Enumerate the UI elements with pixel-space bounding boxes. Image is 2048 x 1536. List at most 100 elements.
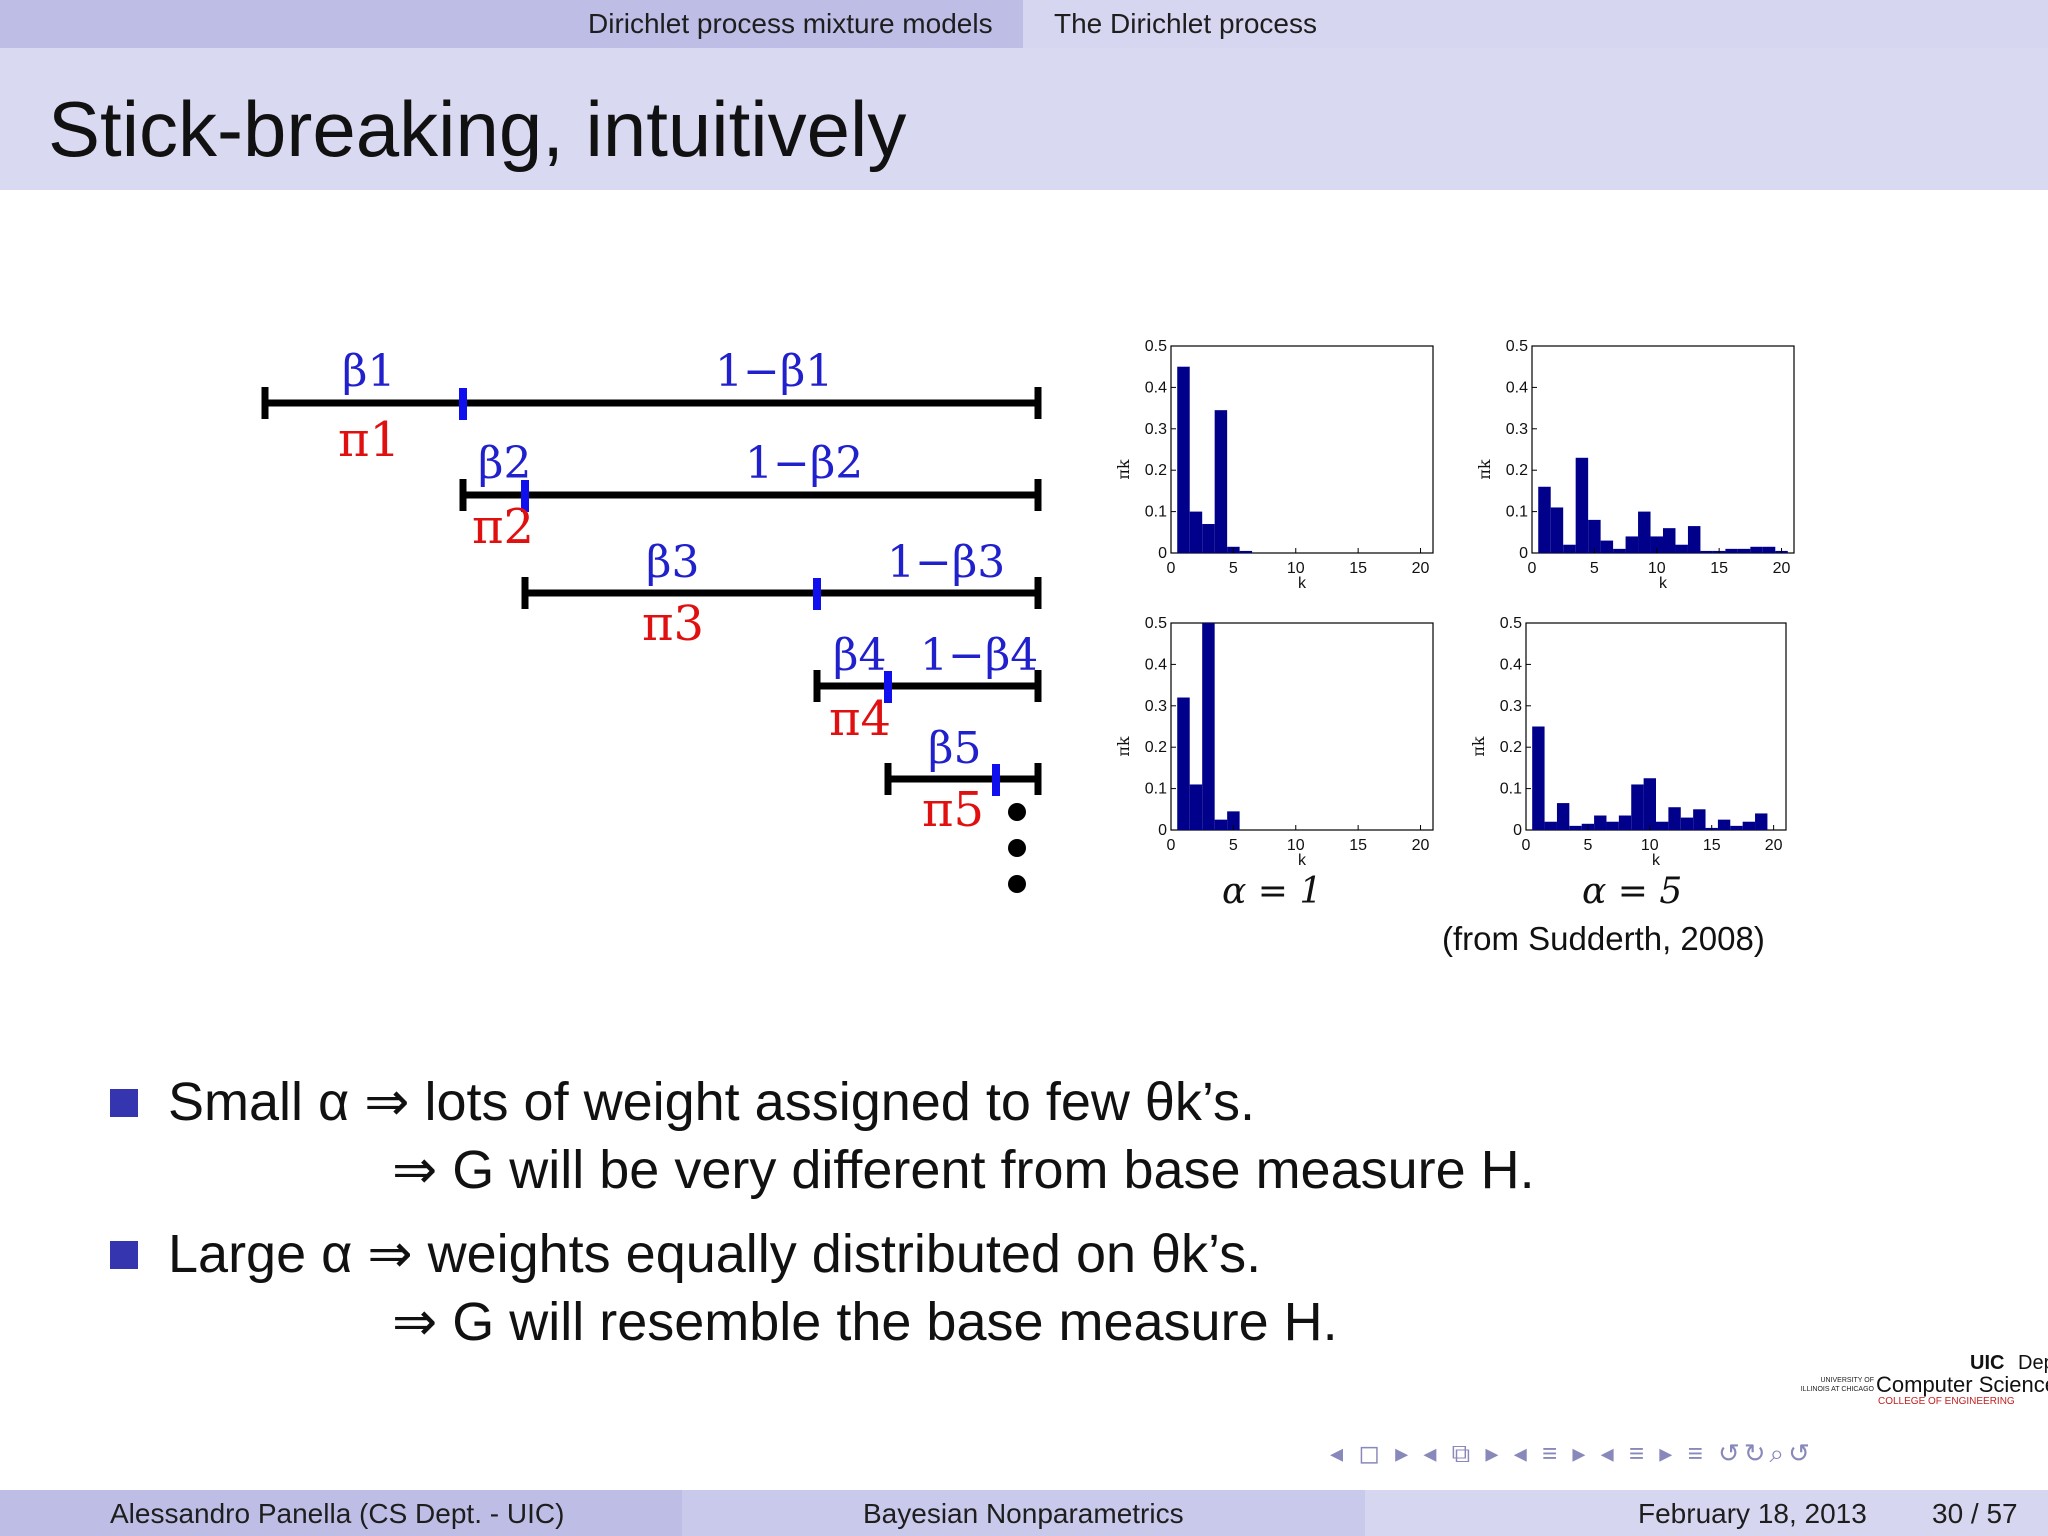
bar [1693, 809, 1706, 830]
bar [1725, 548, 1738, 553]
footer-author: Alessandro Panella (CS Dept. - UIC) [110, 1498, 565, 1529]
x-tick-label: 20 [1765, 837, 1783, 854]
bar [1177, 697, 1190, 830]
chart-panel: 0 0.1 0.2 0.3 0.4 0.5 0 5 10 15 20 k πk [1114, 615, 1434, 869]
x-tick-label: 15 [1349, 837, 1367, 854]
beamer-navigation-icons[interactable]: ◂ ◻ ▸ ◂ ⧉ ▸ ◂ ≡ ▸ ◂ ≡ ▸ ≡ ↺↻⌕↺ [1330, 1438, 1814, 1468]
nav-bar: Dirichlet process mixture models The Dir… [0, 0, 2048, 48]
bar [1750, 546, 1763, 553]
bar [1755, 813, 1768, 830]
bar [1656, 821, 1669, 830]
caption-alpha-5: α = 5 [1582, 871, 1682, 912]
bar [1239, 550, 1253, 553]
y-tick-label: 0 [1513, 822, 1522, 839]
bullet-marker [110, 1089, 138, 1117]
slide-title: Stick-breaking, intuitively [48, 85, 907, 173]
bar [1663, 528, 1676, 553]
chart-captions: α = 1 α = 5 [1222, 871, 1682, 912]
bar [1668, 807, 1681, 830]
y-tick-label: 0.1 [1145, 504, 1167, 521]
y-axis-label: πk [1114, 459, 1133, 480]
chart-panel: 0 0.1 0.2 0.3 0.4 0.5 0 5 10 15 20 k πk [1469, 615, 1787, 869]
plot-frame [1531, 345, 1795, 554]
x-tick-label: 20 [1773, 560, 1791, 577]
plot-frame [1170, 345, 1434, 554]
y-tick-label: 0.3 [1500, 698, 1522, 715]
x-axis-label: k [1298, 575, 1307, 592]
chart-panel: 0 0.1 0.2 0.3 0.4 0.5 0 5 10 15 20 k πk [1114, 338, 1434, 592]
x-tick-label: 20 [1412, 560, 1430, 577]
y-tick-label: 0.4 [1145, 379, 1167, 396]
bar [1742, 821, 1756, 830]
nav-section-link[interactable]: Dirichlet process mixture models [588, 8, 993, 39]
footer-page-number: 30 / 57 [1932, 1498, 2018, 1529]
y-tick-label: 0.5 [1145, 615, 1167, 632]
y-tick-label: 0.3 [1145, 421, 1167, 438]
bar [1189, 511, 1203, 553]
y-tick-label: 0.5 [1506, 338, 1528, 355]
bar [1189, 784, 1203, 830]
y-tick-label: 0.3 [1145, 698, 1167, 715]
one-minus-beta-label: 1−β1 [715, 346, 833, 397]
bar-charts: 0 0.1 0.2 0.3 0.4 0.5 0 5 10 15 20 k πk 0 0.1 0.2 0.3 0.4… [1114, 338, 1795, 869]
figure-canvas: β1 β2 β3 β4 β5 1−β1 1−β2 1−β3 1−β4 π1 π2… [261, 338, 1795, 957]
footer-talk-title: Bayesian Nonparametrics [863, 1498, 1184, 1529]
title-bar [0, 48, 2048, 190]
one-minus-beta-label: 1−β3 [887, 537, 1005, 588]
y-tick-label: 0.5 [1500, 615, 1522, 632]
y-tick-label: 0 [1158, 822, 1167, 839]
x-tick-label: 15 [1710, 560, 1728, 577]
one-minus-beta-label: 1−β2 [745, 438, 863, 489]
y-tick-label: 0.4 [1506, 379, 1528, 396]
bar [1606, 821, 1619, 830]
bar [1550, 507, 1564, 553]
bar [1202, 623, 1215, 830]
beta-label: β4 [833, 630, 886, 681]
x-tick-label: 5 [1590, 560, 1599, 577]
bar [1202, 524, 1215, 553]
source-caption: (from Sudderth, 2008) [1442, 920, 1765, 957]
beta-label: β5 [928, 723, 981, 774]
bar [1625, 536, 1639, 553]
y-tick-label: 0.5 [1145, 338, 1167, 355]
bar [1538, 486, 1551, 553]
footer-middle-segment [682, 1490, 1365, 1536]
x-tick-label: 15 [1349, 560, 1367, 577]
nav-subsection-link[interactable]: The Dirichlet process [1054, 8, 1317, 39]
bar [1227, 811, 1240, 830]
bar [1730, 825, 1743, 830]
footer-date: February 18, 2013 [1638, 1498, 1867, 1529]
y-tick-label: 0 [1158, 545, 1167, 562]
stick-breaking-diagram [261, 387, 1042, 795]
bullet-2-continuation: ⇒ G will resemble the base measure H. [392, 1292, 1338, 1352]
pi-label: π4 [829, 691, 891, 747]
beta-label: β1 [342, 346, 395, 397]
x-tick-label: 0 [1528, 560, 1537, 577]
bar [1675, 544, 1688, 553]
y-tick-label: 0.2 [1506, 462, 1528, 479]
continuation-dots [1008, 803, 1026, 893]
bar [1214, 410, 1228, 553]
y-tick-label: 0.1 [1500, 781, 1522, 798]
x-tick-label: 10 [1641, 837, 1659, 854]
x-tick-label: 10 [1648, 560, 1666, 577]
bar [1717, 819, 1731, 830]
x-tick-label: 10 [1287, 560, 1305, 577]
bar [1613, 548, 1626, 553]
bar [1650, 536, 1663, 553]
x-tick-label: 0 [1522, 837, 1531, 854]
x-tick-label: 0 [1167, 837, 1176, 854]
bar [1638, 511, 1651, 553]
x-tick-label: 10 [1287, 837, 1305, 854]
bar [1600, 540, 1614, 553]
bar [1680, 817, 1694, 830]
x-tick-label: 0 [1167, 560, 1176, 577]
y-tick-label: 0 [1519, 545, 1528, 562]
chart-panel: 0 0.1 0.2 0.3 0.4 0.5 0 5 10 15 20 k πk [1475, 338, 1795, 592]
pi-labels: π1 π2 π3 π4 π5 [338, 412, 984, 838]
y-tick-label: 0.2 [1145, 739, 1167, 756]
break-points [459, 388, 1000, 796]
pi-label: π2 [472, 499, 534, 555]
bar [1631, 784, 1644, 830]
bar [1594, 815, 1607, 830]
